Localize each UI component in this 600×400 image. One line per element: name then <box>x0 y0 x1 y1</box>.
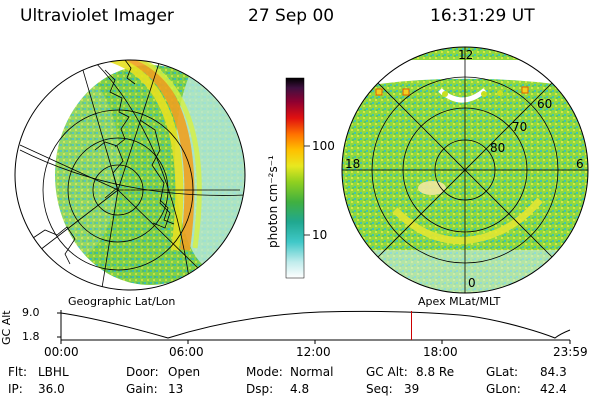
colorbar-tick-10: 10 <box>312 228 328 242</box>
colorbar-label: photon cm⁻²s⁻¹ <box>266 155 280 248</box>
timeline-tick-0600: 06:00 <box>169 345 204 359</box>
mode-label: Mode: <box>246 365 283 379</box>
mlt-label-6: 6 <box>576 157 584 171</box>
geographic-image <box>14 59 246 291</box>
dsp-label: Dsp: <box>246 382 274 396</box>
altitude-curve <box>60 310 571 339</box>
date-label: 27 Sep 00 <box>248 6 335 26</box>
door-value: Open <box>168 365 201 379</box>
flt-value: LBHL <box>38 365 69 379</box>
boundary-markers <box>375 86 529 97</box>
dsp-value: 4.8 <box>290 382 310 396</box>
colorbar <box>285 77 305 279</box>
coastline-shapes <box>29 60 175 265</box>
timeline-plot <box>57 310 571 344</box>
door-label: Door: <box>126 365 159 379</box>
apex-image <box>341 46 589 294</box>
timeline-tick-2359: 23:59 <box>553 345 588 359</box>
gain-label: Gain: <box>126 382 158 396</box>
timeline-tick-1200: 12:00 <box>296 345 331 359</box>
right-panel-caption: Apex MLat/MLT <box>418 295 501 308</box>
mlt-label-0: 0 <box>468 276 476 290</box>
gcalt-value: 8.8 Re <box>416 365 455 379</box>
ip-value: 36.0 <box>38 382 65 396</box>
ip-label: IP: <box>8 382 23 396</box>
left-panel-caption: Geographic Lat/Lon <box>68 295 176 308</box>
instrument-title: Ultraviolet Imager <box>20 6 174 26</box>
mlat-label-70: 70 <box>512 120 528 134</box>
timeline-tick-0000: 00:00 <box>44 345 79 359</box>
flt-label: Flt: <box>8 365 27 379</box>
timeline-tick-1800: 18:00 <box>423 345 458 359</box>
timeline-ylabel: GC Alt <box>0 310 13 345</box>
colorbar-tick-100: 100 <box>312 139 335 153</box>
timeline-ymin: 1.8 <box>22 330 40 343</box>
time-label: 16:31:29 UT <box>430 6 535 26</box>
gain-value: 13 <box>168 382 184 396</box>
glat-label: GLat: <box>486 365 519 379</box>
mlat-label-60: 60 <box>537 97 553 111</box>
glon-label: GLon: <box>486 382 521 396</box>
glon-value: 42.4 <box>540 382 567 396</box>
mlt-label-12: 12 <box>458 48 474 62</box>
timeline-ymax: 9.0 <box>22 306 40 319</box>
seq-label: Seq: <box>366 382 393 396</box>
mode-value: Normal <box>290 365 334 379</box>
seq-value: 39 <box>404 382 420 396</box>
glat-value: 84.3 <box>540 365 567 379</box>
mlat-label-80: 80 <box>490 141 506 155</box>
mlt-label-18: 18 <box>345 157 361 171</box>
gcalt-label: GC Alt: <box>366 365 408 379</box>
